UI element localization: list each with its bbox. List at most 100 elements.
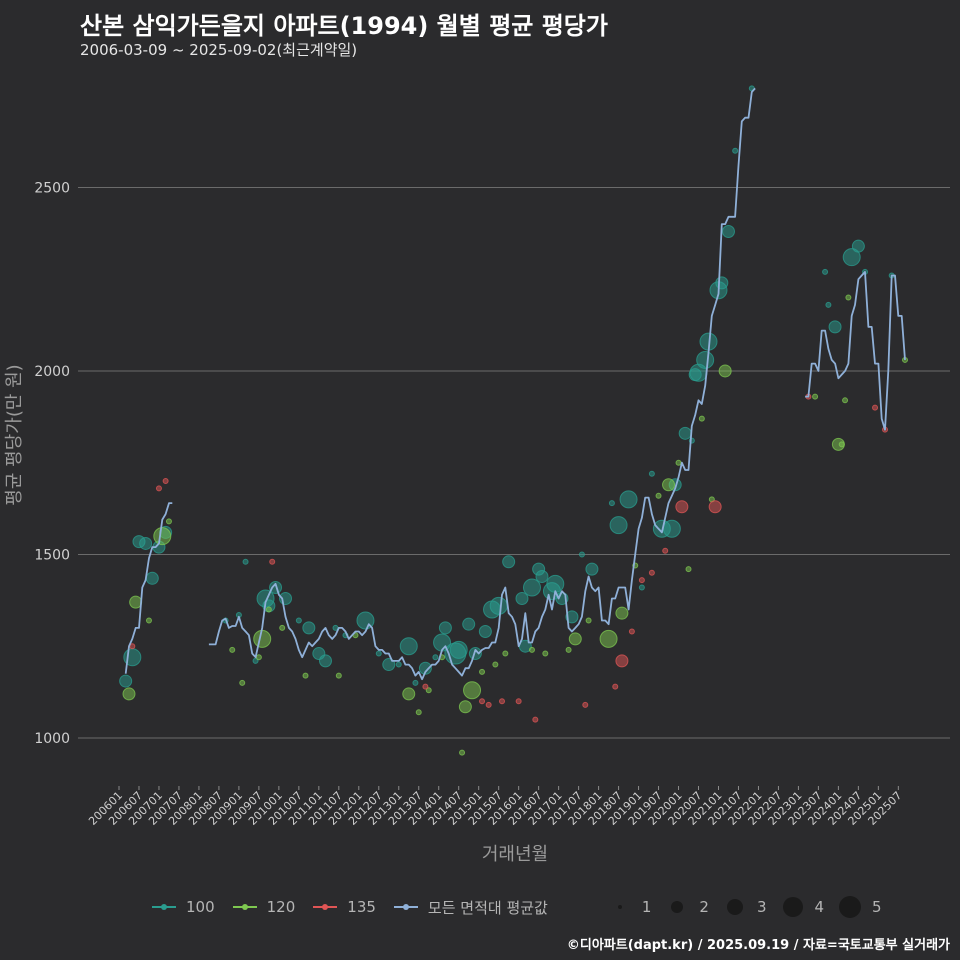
point-100-71 <box>828 320 842 334</box>
point-135-12 <box>615 654 629 668</box>
point-120-26 <box>565 646 572 653</box>
point-100-50 <box>608 500 615 507</box>
point-120-2 <box>145 617 152 624</box>
point-120-39 <box>812 393 819 400</box>
point-120-11 <box>302 672 309 679</box>
point-100-52 <box>619 490 638 509</box>
point-100-3 <box>139 536 153 550</box>
x-axis-label: 거래년월 <box>482 844 548 865</box>
point-120-12 <box>335 672 342 679</box>
point-100-33 <box>462 617 476 631</box>
point-120-9 <box>265 606 272 613</box>
point-100-72 <box>842 248 861 267</box>
grid-lines <box>78 186 950 739</box>
point-120-3 <box>153 527 172 546</box>
point-100-30 <box>438 621 452 635</box>
point-100-54 <box>648 470 655 477</box>
point-135-20 <box>872 404 879 411</box>
legend: 100 120 135 모든 면적대 평균값 1 2 3 4 5 <box>150 894 890 920</box>
point-100-26 <box>412 679 419 686</box>
point-120-42 <box>842 397 849 404</box>
legend-size-5: 5 <box>832 894 882 920</box>
point-100-73 <box>851 239 865 253</box>
point-135-8 <box>515 698 522 705</box>
point-135-10 <box>582 701 589 708</box>
point-120-23 <box>502 650 509 657</box>
point-100-4 <box>145 571 159 585</box>
legend-item-135: 135 <box>311 897 376 917</box>
point-100-69 <box>822 268 829 275</box>
point-100-16 <box>302 621 316 635</box>
point-120-21 <box>479 668 486 675</box>
point-120-18 <box>459 749 466 756</box>
size-key-5 <box>839 896 862 918</box>
size-key-3 <box>726 899 743 915</box>
size-key-4 <box>782 897 803 917</box>
y-axis-label: 평균 평당가(만 원) <box>4 364 25 505</box>
point-135-9 <box>532 716 539 723</box>
point-135-5 <box>479 698 486 705</box>
point-100-65 <box>715 276 729 290</box>
y-tick-1000: 1000 <box>34 731 70 747</box>
legend-label-100: 100 <box>186 898 215 916</box>
point-100-18 <box>318 654 332 668</box>
point-120-28 <box>585 617 592 624</box>
source-caption: ©디아파트(dapt.kr) / 2025.09.19 / 자료=국토교통부 실… <box>566 938 950 953</box>
average-line-segment-2 <box>805 270 906 431</box>
point-120-5 <box>229 646 236 653</box>
legend-item-100: 100 <box>150 897 215 917</box>
legend-size-2: 2 <box>659 894 709 920</box>
size-label-4: 4 <box>814 898 825 916</box>
average-line <box>124 87 906 681</box>
size-key-1 <box>617 905 622 909</box>
point-100-66 <box>721 224 735 238</box>
legend-label-average: 모든 면적대 평균값 <box>427 898 548 917</box>
point-120-43 <box>845 294 852 301</box>
chart-subtitle: 2006-03-09 ~ 2025-09-02(최근계약일) <box>80 41 358 59</box>
point-120-35 <box>685 566 692 573</box>
point-120-14 <box>402 687 416 701</box>
point-100-13 <box>269 580 283 594</box>
legend-key-average <box>393 904 418 910</box>
point-100-38 <box>502 555 516 569</box>
point-100-70 <box>825 301 832 308</box>
point-120-24 <box>528 646 535 653</box>
point-100-35 <box>478 625 492 639</box>
point-120-20 <box>463 681 482 700</box>
point-120-4 <box>165 518 172 525</box>
point-120-7 <box>255 654 262 661</box>
point-120-15 <box>415 709 422 716</box>
chart-title: 산본 삼익가든을지 아파트(1994) 월별 평균 평당가 <box>80 12 608 40</box>
point-120-19 <box>458 700 472 714</box>
point-100-39 <box>515 591 529 605</box>
y-tick-1500: 1500 <box>34 547 70 563</box>
point-120-38 <box>718 364 732 378</box>
legend-key-100 <box>152 904 176 910</box>
point-100-48 <box>578 551 585 558</box>
point-100-47 <box>565 610 579 624</box>
point-100-45 <box>546 574 565 593</box>
point-135-15 <box>648 569 655 576</box>
point-100-49 <box>585 562 599 576</box>
y-tick-labels: 1000 1500 2000 2500 <box>34 180 70 747</box>
point-100-37 <box>489 596 508 615</box>
point-100-56 <box>662 519 681 538</box>
point-135-7 <box>499 698 506 705</box>
point-100-51 <box>609 516 628 535</box>
average-line-segment-1 <box>208 87 756 681</box>
point-120-34 <box>675 459 682 466</box>
legend-item-120: 120 <box>231 897 295 917</box>
point-120-10 <box>279 624 286 631</box>
point-120-6 <box>239 679 246 686</box>
point-100-62 <box>696 350 715 369</box>
point-120-36 <box>698 415 705 422</box>
point-135-18 <box>708 500 722 514</box>
point-100-27 <box>418 661 432 675</box>
legend-size-3: 3 <box>717 894 767 920</box>
point-100-53 <box>638 584 645 591</box>
average-line-segment-0 <box>124 502 173 674</box>
point-100-58 <box>678 426 692 440</box>
point-100-28 <box>432 654 439 661</box>
legend-size-1: 1 <box>602 894 651 920</box>
